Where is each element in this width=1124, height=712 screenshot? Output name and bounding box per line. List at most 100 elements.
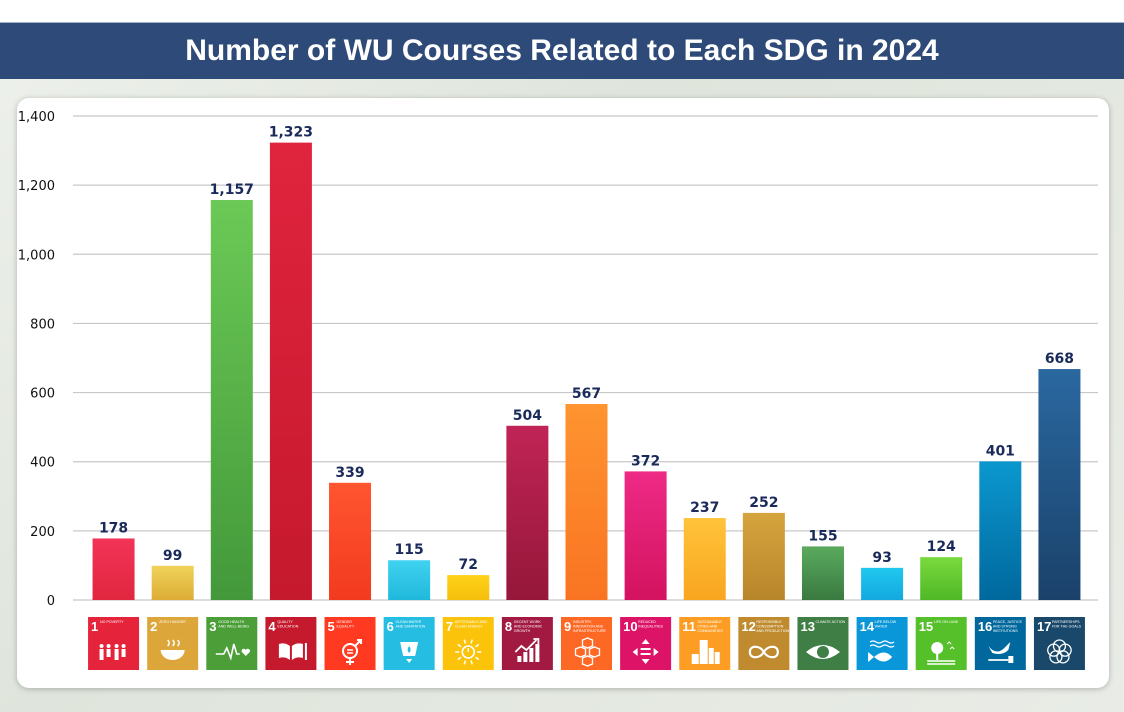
sdg-number: 16 [978, 619, 992, 634]
sdg-name: ZERO HUNGER [159, 620, 186, 624]
sdg-number: 5 [328, 619, 335, 634]
sdg-name: REDUCED [638, 620, 656, 624]
sdg-name: RESPONSIBLE [756, 620, 782, 624]
sdg-tile-15: 15 LIFE ON LAND [915, 617, 967, 670]
title-banner: Number of WU Courses Related to Each SDG… [0, 22, 1124, 79]
sdg-number: 9 [564, 619, 571, 634]
sdg-name: NO POVERTY [100, 620, 124, 624]
sdg-name: AND SANITATION [396, 625, 426, 629]
sdg-name: CLIMATE ACTION [815, 620, 845, 624]
data-label: 339 [335, 465, 364, 481]
data-label: 124 [927, 539, 956, 555]
sdg-number: 6 [387, 619, 394, 634]
bar-sdg-10 [624, 471, 667, 600]
data-label: 155 [808, 528, 837, 544]
sdg-name: LIFE ON LAND [934, 620, 959, 624]
data-label: 93 [872, 550, 891, 566]
sdg-number: 7 [446, 619, 453, 634]
sdg-number: 11 [682, 619, 696, 634]
data-label: 72 [459, 557, 478, 573]
data-label: 372 [631, 453, 660, 469]
sdg-name: GENDER [337, 620, 353, 624]
sdg-number: 12 [741, 619, 755, 634]
book-icon [278, 643, 307, 660]
family-icon [99, 644, 126, 660]
sdg-name: AND ECONOMIC [514, 625, 543, 629]
bowl-icon [160, 639, 185, 660]
city-icon [691, 640, 720, 664]
sdg-number: 13 [800, 619, 814, 634]
sdg-tile-2: 2 ZERO HUNGER [147, 617, 199, 670]
sdg-name: CITIES AND [697, 625, 717, 629]
gender-icon [342, 639, 363, 665]
data-label: 567 [572, 386, 601, 402]
sdg-name: COMMUNITIES [697, 629, 723, 633]
bar-sdg-13 [801, 546, 844, 600]
bar-sdg-4 [269, 142, 312, 600]
data-label: 115 [395, 542, 424, 558]
y-tick-label: 0 [47, 594, 55, 609]
water-icon [400, 642, 419, 663]
sdg-name: CLEAN ENERGY [455, 625, 484, 629]
heartbeat-icon [215, 643, 251, 661]
sdg-name: CONSUMPTION [756, 625, 783, 629]
sdg-name: QUALITY [277, 620, 293, 624]
sdg-number: 15 [919, 619, 933, 634]
eye-globe-icon [805, 645, 840, 659]
bar-sdg-1 [92, 538, 135, 600]
growth-chart-icon [514, 638, 540, 662]
chart-title: Number of WU Courses Related to Each SDG… [185, 34, 939, 67]
bar-sdg-3 [210, 200, 253, 600]
data-label: 252 [749, 495, 778, 511]
sdg-name: DECENT WORK [514, 620, 541, 624]
data-label: 1,157 [210, 182, 254, 198]
y-tick-label: 1,400 [18, 110, 55, 125]
sdg-number: 10 [623, 619, 637, 634]
sdg-name: EQUALITY [337, 625, 355, 629]
y-tick-label: 1,000 [18, 248, 55, 263]
y-tick-label: 1,200 [18, 179, 55, 194]
sdg-name: LIFE BELOW [875, 620, 897, 624]
rings-icon [1047, 639, 1072, 664]
bar-sdg-8 [506, 425, 549, 600]
bar-sdg-9 [565, 403, 608, 600]
data-label: 1,323 [269, 125, 313, 141]
sdg-name: FOR THE GOALS [1052, 625, 1082, 629]
bar-sdg-5 [329, 482, 372, 600]
sdg-number: 14 [860, 619, 875, 634]
sdg-number: 4 [268, 619, 276, 634]
sdg-name: GOOD HEALTH [218, 620, 244, 624]
sdg-name: PARTNERSHIPS [1052, 620, 1080, 624]
sun-power-icon [455, 639, 482, 665]
sdg-number: 8 [505, 619, 512, 634]
data-label: 178 [99, 520, 128, 536]
data-label: 668 [1045, 351, 1074, 367]
bars [92, 142, 1081, 600]
bar-sdg-12 [742, 512, 785, 600]
sdg-name: INSTITUTIONS [993, 629, 1019, 633]
sdg-name: AND PRODUCTION [756, 629, 789, 633]
sdg-name: GROWTH [514, 629, 531, 633]
sdg-name: AND STRONG [993, 625, 1017, 629]
tree-icon [927, 641, 956, 665]
sdg-name: AND WELL-BEING [218, 625, 249, 629]
sdg-name: SUSTAINABLE [697, 620, 722, 624]
data-label: 99 [163, 548, 182, 564]
sdg-number: 2 [150, 619, 157, 634]
infinity-icon [748, 645, 779, 659]
sdg-name: CLEAN WATER [396, 620, 422, 624]
sdg-number: 3 [209, 619, 216, 634]
sdg-name: EDUCATION [277, 625, 298, 629]
bar-sdg-6 [388, 560, 431, 600]
